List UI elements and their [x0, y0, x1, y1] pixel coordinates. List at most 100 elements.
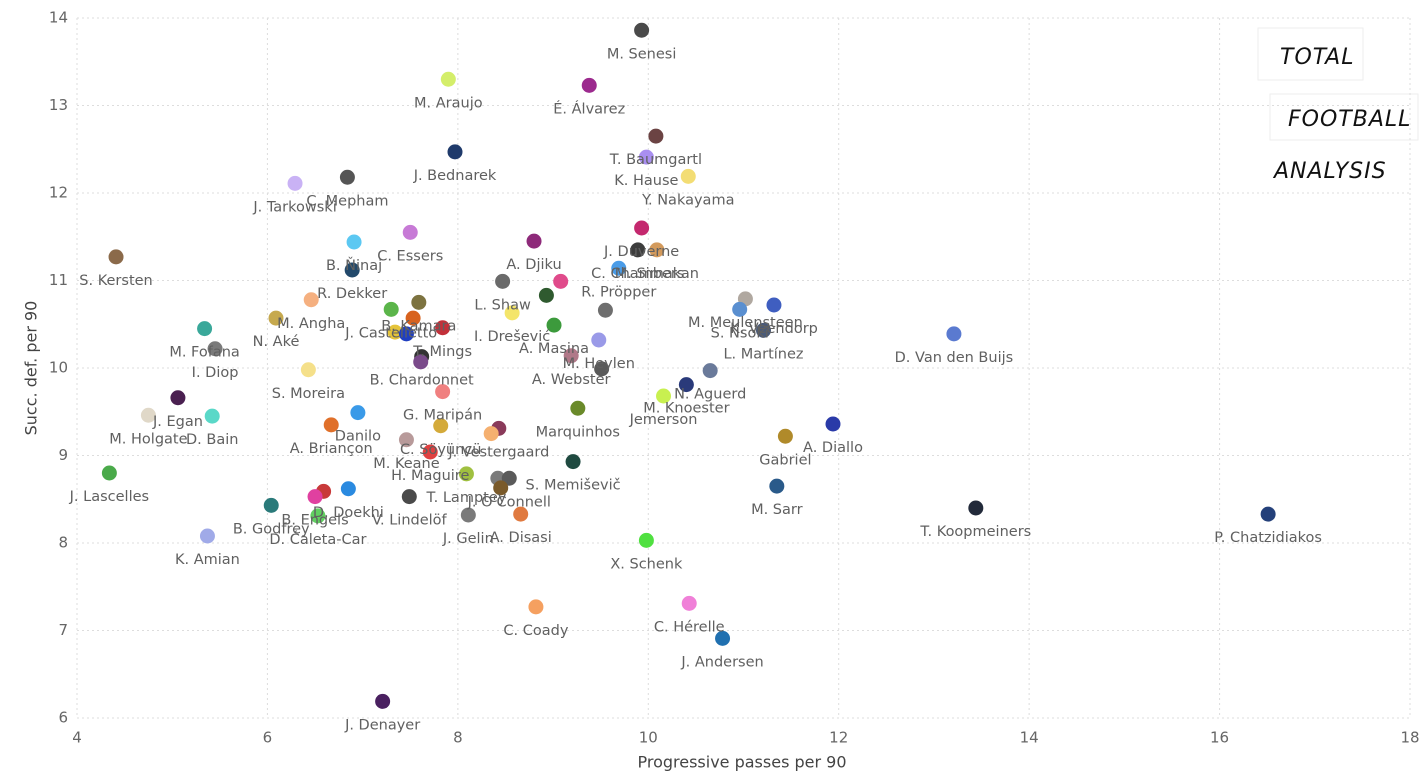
point	[435, 384, 451, 400]
point-label: R. Dekker	[317, 286, 387, 302]
point	[204, 408, 220, 424]
point	[597, 302, 613, 318]
point	[268, 310, 284, 326]
point-label: A. Disasi	[490, 530, 552, 546]
point	[108, 249, 124, 265]
y-tick-label: 14	[49, 9, 68, 27]
point	[340, 481, 356, 497]
x-tick-label: 12	[829, 729, 848, 747]
point	[546, 317, 562, 333]
point-label: T. Koopmeiners	[919, 524, 1031, 540]
logo: TOTAL FOOTBALL ANALYSIS	[1257, 27, 1419, 184]
point	[634, 22, 650, 38]
point-label: D. Van den Buijs	[895, 350, 1014, 366]
point-label: D. Ćaleta-Car	[269, 530, 366, 548]
point	[611, 260, 627, 276]
point	[681, 595, 697, 611]
point-label: C. Söyüncü	[400, 442, 482, 458]
point-label: J. Duverne	[603, 244, 679, 260]
point	[300, 362, 316, 378]
point-label: M. Sarr	[751, 502, 803, 518]
y-tick-label: 9	[58, 446, 68, 464]
point	[401, 489, 417, 505]
point	[344, 262, 360, 278]
point-label: J. Gelin	[442, 531, 494, 547]
point-label: X. Schenk	[610, 556, 683, 572]
point-label: A. Djiku	[506, 257, 561, 273]
x-tick-label: 6	[263, 729, 273, 747]
point	[581, 77, 597, 93]
x-tick-label: 8	[453, 729, 463, 747]
point-label: D. Doekhi	[313, 505, 384, 521]
point	[398, 432, 414, 448]
point-label: M. Senesi	[607, 46, 677, 62]
point	[447, 144, 463, 160]
point-label: B. Kamara	[381, 318, 456, 334]
point-label: J. Andersen	[680, 654, 763, 670]
x-tick-label: 18	[1400, 729, 1419, 747]
point	[433, 418, 449, 434]
point	[405, 310, 421, 326]
point-label: N. Aké	[253, 334, 300, 350]
y-axis-label: Succ. def. per 90	[22, 301, 41, 436]
y-tick-label: 7	[58, 621, 68, 639]
point-label: J. Castelletto	[344, 325, 437, 341]
point	[383, 301, 399, 317]
point	[411, 294, 427, 310]
point	[398, 326, 414, 342]
point	[769, 478, 785, 494]
point	[715, 630, 731, 646]
point-label: Danilo	[335, 429, 381, 445]
point-label: P. Chatzidiakos	[1214, 530, 1322, 546]
point-label: J. Lascelles	[69, 489, 149, 505]
logo-text: ANALYSIS	[1272, 159, 1387, 184]
point-label: K. Hause	[614, 173, 678, 189]
point-label: B. Ňinaj	[326, 257, 382, 274]
point-label: C. Hérelle	[654, 619, 725, 635]
point	[207, 341, 223, 357]
point	[501, 470, 517, 486]
y-tick-label: 10	[49, 359, 68, 377]
point-label: M. Araujo	[414, 95, 483, 111]
point-label: M. Keane	[373, 456, 440, 472]
point	[526, 233, 542, 249]
point-label: Gabriel	[759, 452, 811, 468]
point	[413, 354, 429, 370]
point	[435, 320, 451, 336]
point	[565, 454, 581, 470]
point	[140, 407, 156, 423]
point-label: T. Mings	[412, 344, 472, 360]
point-label: A. Briançon	[290, 441, 373, 457]
y-tick-label: 6	[58, 709, 68, 727]
point-label: Jemerson	[629, 412, 698, 428]
point	[968, 500, 984, 516]
point-label: T. Lamptey	[426, 490, 507, 506]
y-tick-label: 8	[58, 534, 68, 552]
point-label: I. Diop	[192, 365, 239, 381]
point-label: M. Knoester	[643, 401, 729, 417]
point-label: Y. Nakayama	[641, 192, 734, 208]
x-tick-label: 10	[639, 729, 658, 747]
point	[732, 301, 748, 317]
point	[649, 242, 665, 258]
x-tick-label: 4	[72, 729, 82, 747]
point	[495, 273, 511, 289]
point-label: M. Holgate	[109, 431, 187, 447]
y-tick-label: 13	[49, 96, 68, 114]
point	[825, 416, 841, 432]
point	[680, 168, 696, 184]
point-label: R. Pröpper	[581, 284, 656, 300]
point	[553, 273, 569, 289]
point-label: H. Maguire	[391, 468, 469, 484]
point	[493, 480, 509, 496]
point-label: J. Bednarek	[413, 168, 497, 184]
point	[422, 444, 438, 460]
point-label: A. Masina	[519, 341, 589, 357]
point	[755, 322, 771, 338]
point-label: M. Angha	[277, 316, 345, 332]
point	[678, 377, 694, 393]
point-label: C. Chambers	[591, 266, 684, 282]
point	[702, 363, 718, 379]
point-label: B. Chardonnet	[370, 373, 474, 389]
